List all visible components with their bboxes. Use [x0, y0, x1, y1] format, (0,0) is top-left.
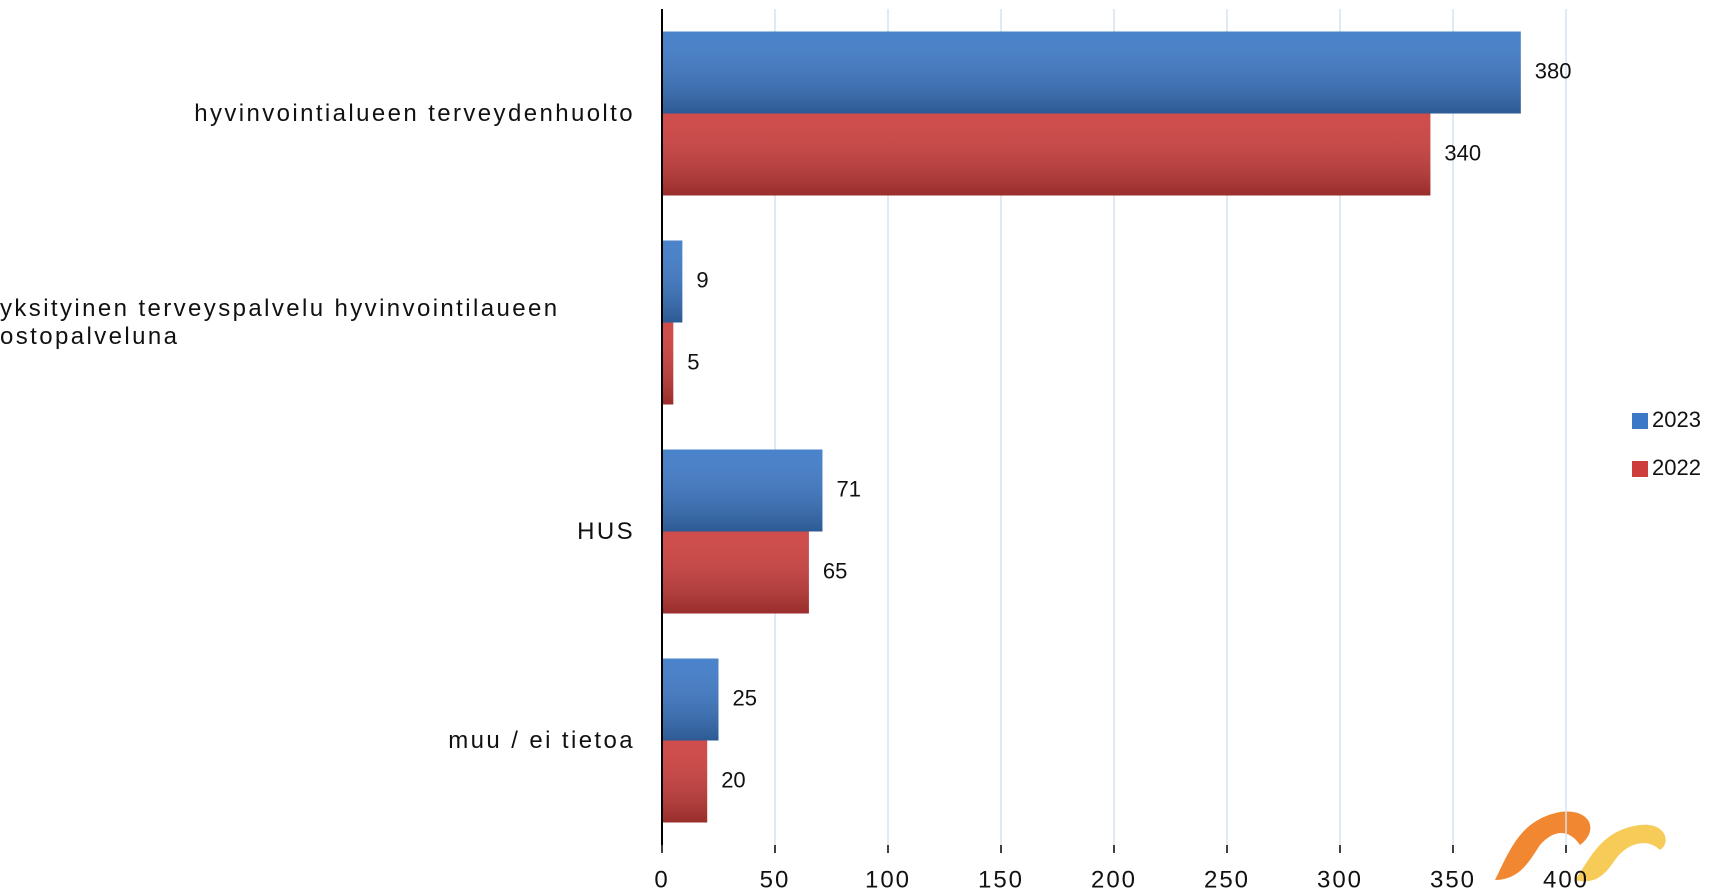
value-label: 5	[687, 349, 699, 374]
legend-label: 2023	[1652, 407, 1701, 432]
x-tick-label: 150	[978, 866, 1024, 893]
value-label: 340	[1444, 140, 1481, 165]
bar-shade	[662, 740, 708, 823]
category-label: muu / ei tietoa	[448, 726, 635, 754]
value-label: 25	[733, 685, 757, 710]
bar-shade	[662, 531, 809, 614]
bar-shade	[662, 240, 683, 323]
value-label: 9	[696, 267, 708, 292]
value-label: 65	[823, 558, 847, 583]
x-tick-label: 200	[1091, 866, 1137, 893]
category-label: hyvinvointialueen terveydenhuolto	[194, 99, 635, 127]
x-tick-label: 0	[654, 866, 669, 893]
category-label: HUS	[577, 517, 635, 545]
bar-shade	[662, 113, 1431, 196]
category-label: yksityinen terveyspalvelu hyvinvointilau…	[0, 294, 560, 350]
x-tick-label: 50	[760, 866, 791, 893]
x-tick-label: 400	[1543, 866, 1589, 893]
legend-swatch	[1632, 413, 1648, 429]
value-label: 380	[1535, 58, 1572, 83]
value-label: 20	[721, 767, 745, 792]
bar-shade	[662, 449, 823, 532]
bar-shade	[662, 322, 674, 405]
value-label: 71	[836, 476, 860, 501]
x-tick-label: 350	[1430, 866, 1476, 893]
legend-label: 2022	[1652, 455, 1701, 480]
x-tick-label: 300	[1317, 866, 1363, 893]
bar-shade	[662, 31, 1521, 114]
x-tick-label: 250	[1204, 866, 1250, 893]
legend-swatch	[1632, 461, 1648, 477]
bar-shade	[662, 658, 719, 741]
x-tick-label: 100	[865, 866, 911, 893]
